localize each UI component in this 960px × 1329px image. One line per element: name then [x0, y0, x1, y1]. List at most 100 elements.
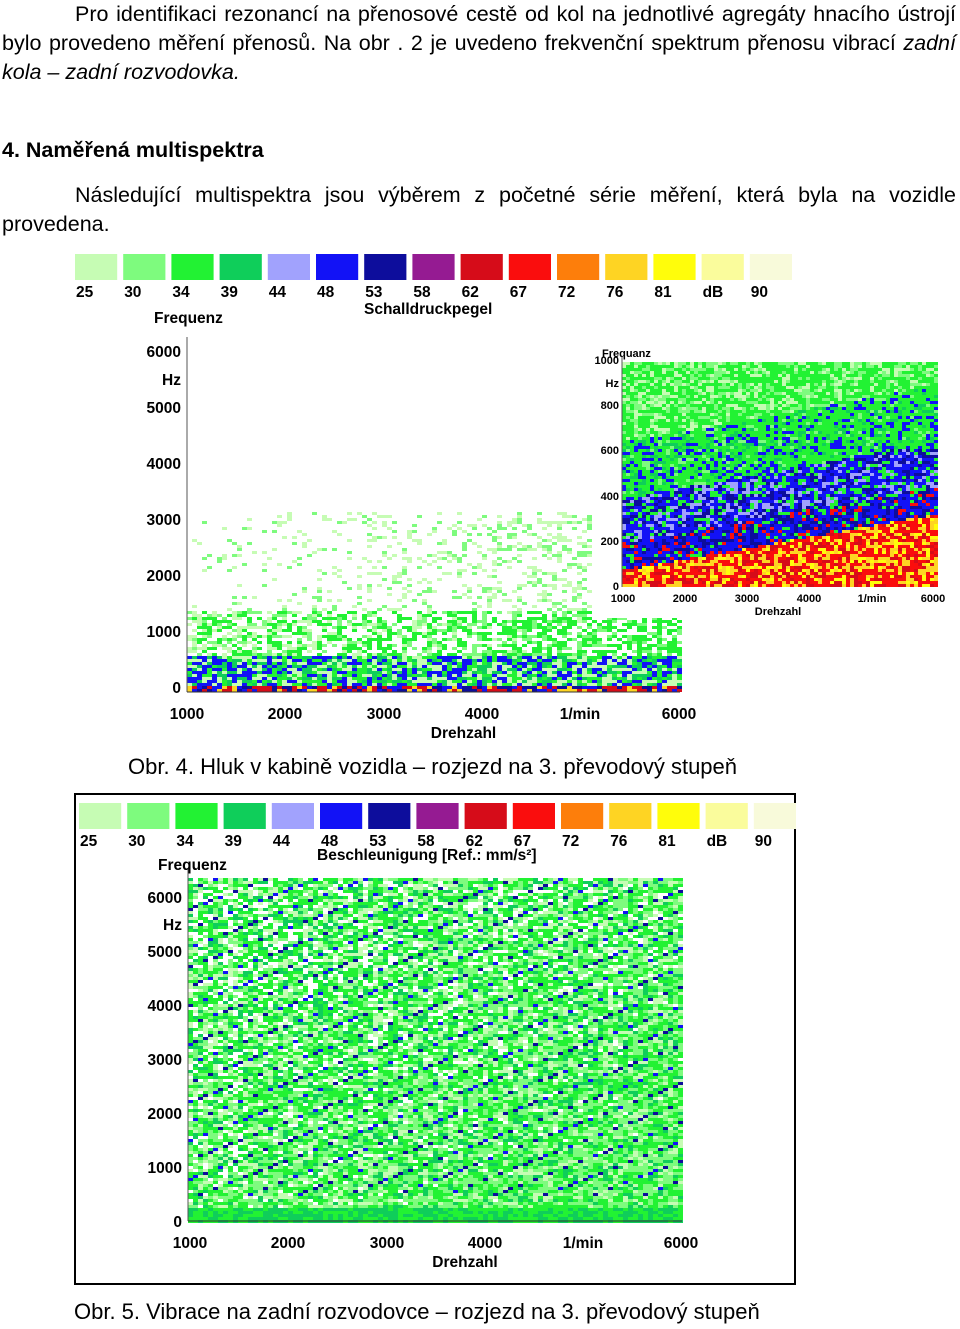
legend-swatch: [557, 254, 600, 280]
legend-tick-label: 81: [654, 284, 672, 301]
figure-5-x-tick-label: 3000: [370, 1235, 404, 1252]
legend-tick-label: 67: [510, 284, 527, 301]
figure-4-x-tick-label: 4000: [465, 706, 499, 723]
legend-tick-label: 53: [369, 833, 387, 850]
figure-5-x-tick-label: 6000: [664, 1235, 698, 1252]
legend-swatch: [127, 803, 170, 829]
legend-tick-label: 58: [413, 284, 431, 301]
legend-tick-label: dB: [707, 833, 728, 850]
figure-4-caption: Obr. 4. Hluk v kabině vozidla – rozjezd …: [128, 754, 738, 779]
heatmap-cells: [622, 362, 938, 587]
legend-swatch: [175, 803, 218, 829]
inset-x-tick-label: 1000: [611, 593, 635, 605]
figure-4-y-tick-label: 3000: [147, 512, 181, 529]
legend-tick-label: 34: [176, 833, 194, 850]
figure-5-chart: 25 30 34 39 44 48 53 58 62 67 72 76 81 dB 90 Beschleuni…: [74, 793, 796, 1285]
legend-swatch: [368, 803, 411, 829]
inset-y-tick-label: 600: [601, 445, 619, 457]
figure-5-x-tick-label: 4000: [468, 1235, 502, 1252]
legend-tick-label: 25: [76, 284, 94, 301]
legend-tick-label: 90: [755, 833, 772, 850]
figure-5-y-tick-label: 0: [173, 1214, 182, 1231]
legend-swatch: [79, 803, 122, 829]
figure-4: 25 30 34 39 44 48 53 58 62 67 72 76 81 dB 90 Schalldruc…: [72, 252, 952, 742]
figure-5-y-tick-label: 2000: [148, 1106, 182, 1123]
figure-4-x-tick-label: 3000: [367, 706, 401, 723]
inset-x-tick-label: 6000: [921, 593, 945, 605]
legend-tick-label: 39: [225, 833, 243, 850]
legend-tick-label: dB: [703, 284, 724, 301]
legend-swatch: [464, 803, 507, 829]
figure-5-y-tick-label: 3000: [148, 1052, 182, 1069]
inset-x-tick-label: 4000: [797, 593, 821, 605]
figure-5-x-axis-title: Drehzahl: [432, 1254, 497, 1271]
legend-swatch: [512, 803, 555, 829]
section-text: Následující multispektra jsou výběrem z …: [2, 183, 956, 236]
legend-swatch: [223, 803, 266, 829]
legend-swatch: [316, 254, 359, 280]
legend-tick-label: 39: [221, 284, 239, 301]
legend-tick-label: 76: [610, 833, 628, 850]
legend-swatch: [753, 803, 796, 829]
figure-5-y-tick-label: 5000: [148, 944, 182, 961]
legend-tick-label: 53: [365, 284, 383, 301]
section-paragraph: Následující multispektra jsou výběrem z …: [2, 181, 956, 239]
legend-swatch: [219, 254, 262, 280]
figure-5-y-axis-title: Frequenz: [158, 857, 227, 874]
legend-tick-label: 25: [80, 833, 98, 850]
legend-swatch: [416, 803, 459, 829]
legend-tick-label: 48: [317, 284, 335, 301]
legend-swatch: [123, 254, 166, 280]
legend-swatch: [749, 254, 792, 280]
legend-tick-label: 62: [462, 284, 479, 301]
figure-4-x-tick-label: 1/min: [560, 706, 600, 723]
legend-swatch: [561, 803, 604, 829]
figure-5-y-tick-label: 4000: [148, 998, 182, 1015]
figure-4-y-tick-label: Hz: [162, 372, 181, 389]
figure-4-y-tick-label: 0: [172, 680, 181, 697]
figure-4-y-tick-label: 1000: [147, 624, 181, 641]
legend-swatch: [460, 254, 503, 280]
legend-tick-label: 67: [514, 833, 531, 850]
inset-y-tick-label: Hz: [606, 378, 620, 390]
figure-4-y-tick-label: 6000: [147, 344, 181, 361]
figure-5-y-tick-label: 6000: [148, 890, 182, 907]
inset-y-tick-label: 200: [601, 536, 619, 548]
figure-4-x-axis-title: Drehzahl: [431, 725, 496, 742]
legend-tick-label: 58: [417, 833, 435, 850]
inset-y-tick-label: 1000: [595, 355, 619, 367]
inset-y-tick-label: 0: [613, 581, 619, 593]
legend-swatch: [605, 254, 648, 280]
legend-swatch: [609, 803, 652, 829]
legend-swatch: [171, 254, 214, 280]
legend-swatch: [701, 254, 744, 280]
intro-italic-text: zadní kola – zadní rozvodovka.: [2, 31, 956, 84]
figure-4-chart: 25 30 34 39 44 48 53 58 62 67 72 76 81 dB 90 Schalldruc…: [75, 254, 952, 742]
figure-5-caption: Obr. 5. Vibrace na zadní rozvodovce – ro…: [74, 1299, 760, 1324]
legend-tick-label: 62: [466, 833, 483, 850]
figure-4-y-tick-label: 5000: [147, 400, 181, 417]
inset-y-tick-label: 800: [601, 400, 619, 412]
legend-tick-label: 44: [273, 833, 291, 850]
legend-tick-label: 81: [658, 833, 676, 850]
legend-tick-label: 90: [751, 284, 768, 301]
legend-swatch: [412, 254, 455, 280]
figure-4-x-tick-label: 1000: [170, 706, 204, 723]
legend-swatch: [75, 254, 118, 280]
inset-x-tick-label: 2000: [673, 593, 697, 605]
legend-swatch: [267, 254, 310, 280]
legend-swatch: [364, 254, 407, 280]
legend-tick-label: 30: [128, 833, 145, 850]
figure-5-x-tick-label: 1/min: [563, 1235, 603, 1252]
legend-tick-label: 76: [606, 284, 624, 301]
legend-tick-label: 48: [321, 833, 339, 850]
heatmap-cells: [188, 878, 683, 1223]
intro-paragraph: Pro identifikaci rezonancí na přenosové …: [2, 0, 956, 87]
figure-5-chart-title: Beschleunigung [Ref.: mm/s²]: [317, 847, 537, 864]
heatmap-cells: [187, 512, 682, 692]
figure-5-y-tick-label: 1000: [148, 1160, 182, 1177]
legend-swatch: [320, 803, 363, 829]
figure-5-x-tick-label: 1000: [173, 1235, 207, 1252]
legend-swatch: [705, 803, 748, 829]
inset-x-axis-title: Drehzahl: [755, 606, 801, 618]
